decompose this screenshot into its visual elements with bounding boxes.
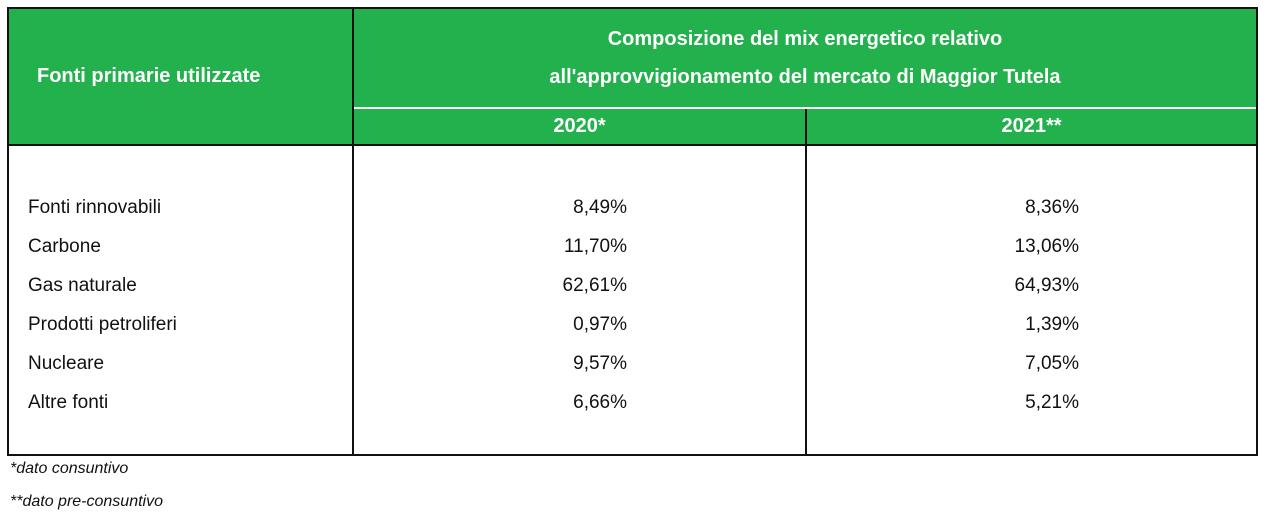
divider bbox=[352, 9, 354, 454]
value-cell: 5,21% bbox=[1025, 392, 1079, 413]
value-cell: 8,49% bbox=[573, 197, 627, 218]
value-cell: 0,97% bbox=[573, 314, 627, 335]
divider bbox=[805, 107, 807, 454]
value-cell: 6,66% bbox=[573, 392, 627, 413]
source-name: Gas naturale bbox=[28, 275, 137, 296]
value-cell: 8,36% bbox=[1025, 197, 1079, 218]
divider bbox=[354, 107, 1256, 109]
footnote: **dato pre-consuntivo bbox=[10, 493, 163, 510]
value-cell: 1,39% bbox=[1025, 314, 1079, 335]
footnote: *dato consuntivo bbox=[10, 460, 129, 477]
title-line: all'approvvigionamento del mercato di Ma… bbox=[549, 66, 1061, 88]
value-cell: 64,93% bbox=[1014, 275, 1079, 296]
divider bbox=[9, 144, 1256, 146]
source-name: Carbone bbox=[28, 236, 101, 257]
source-name: Nucleare bbox=[28, 353, 105, 374]
header-year: 2021** bbox=[807, 109, 1256, 144]
title-line: Composizione del mix energetico relativo bbox=[607, 28, 1003, 50]
value-cell: 13,06% bbox=[1014, 236, 1079, 257]
header-first-column: Fonti primarie utilizzate bbox=[9, 9, 352, 144]
header-title: Composizione del mix energetico relativo… bbox=[354, 9, 1256, 107]
source-name: Altre fonti bbox=[28, 392, 109, 413]
value-cell: 11,70% bbox=[563, 236, 627, 257]
table bbox=[7, 7, 1258, 456]
header-year: 2020* bbox=[354, 109, 805, 144]
value-cell: 7,05% bbox=[1025, 353, 1079, 374]
source-name: Prodotti petroliferi bbox=[28, 314, 177, 335]
value-cell: 62,61% bbox=[562, 275, 627, 296]
source-name: Fonti rinnovabili bbox=[28, 197, 162, 218]
value-cell: 9,57% bbox=[573, 353, 627, 374]
